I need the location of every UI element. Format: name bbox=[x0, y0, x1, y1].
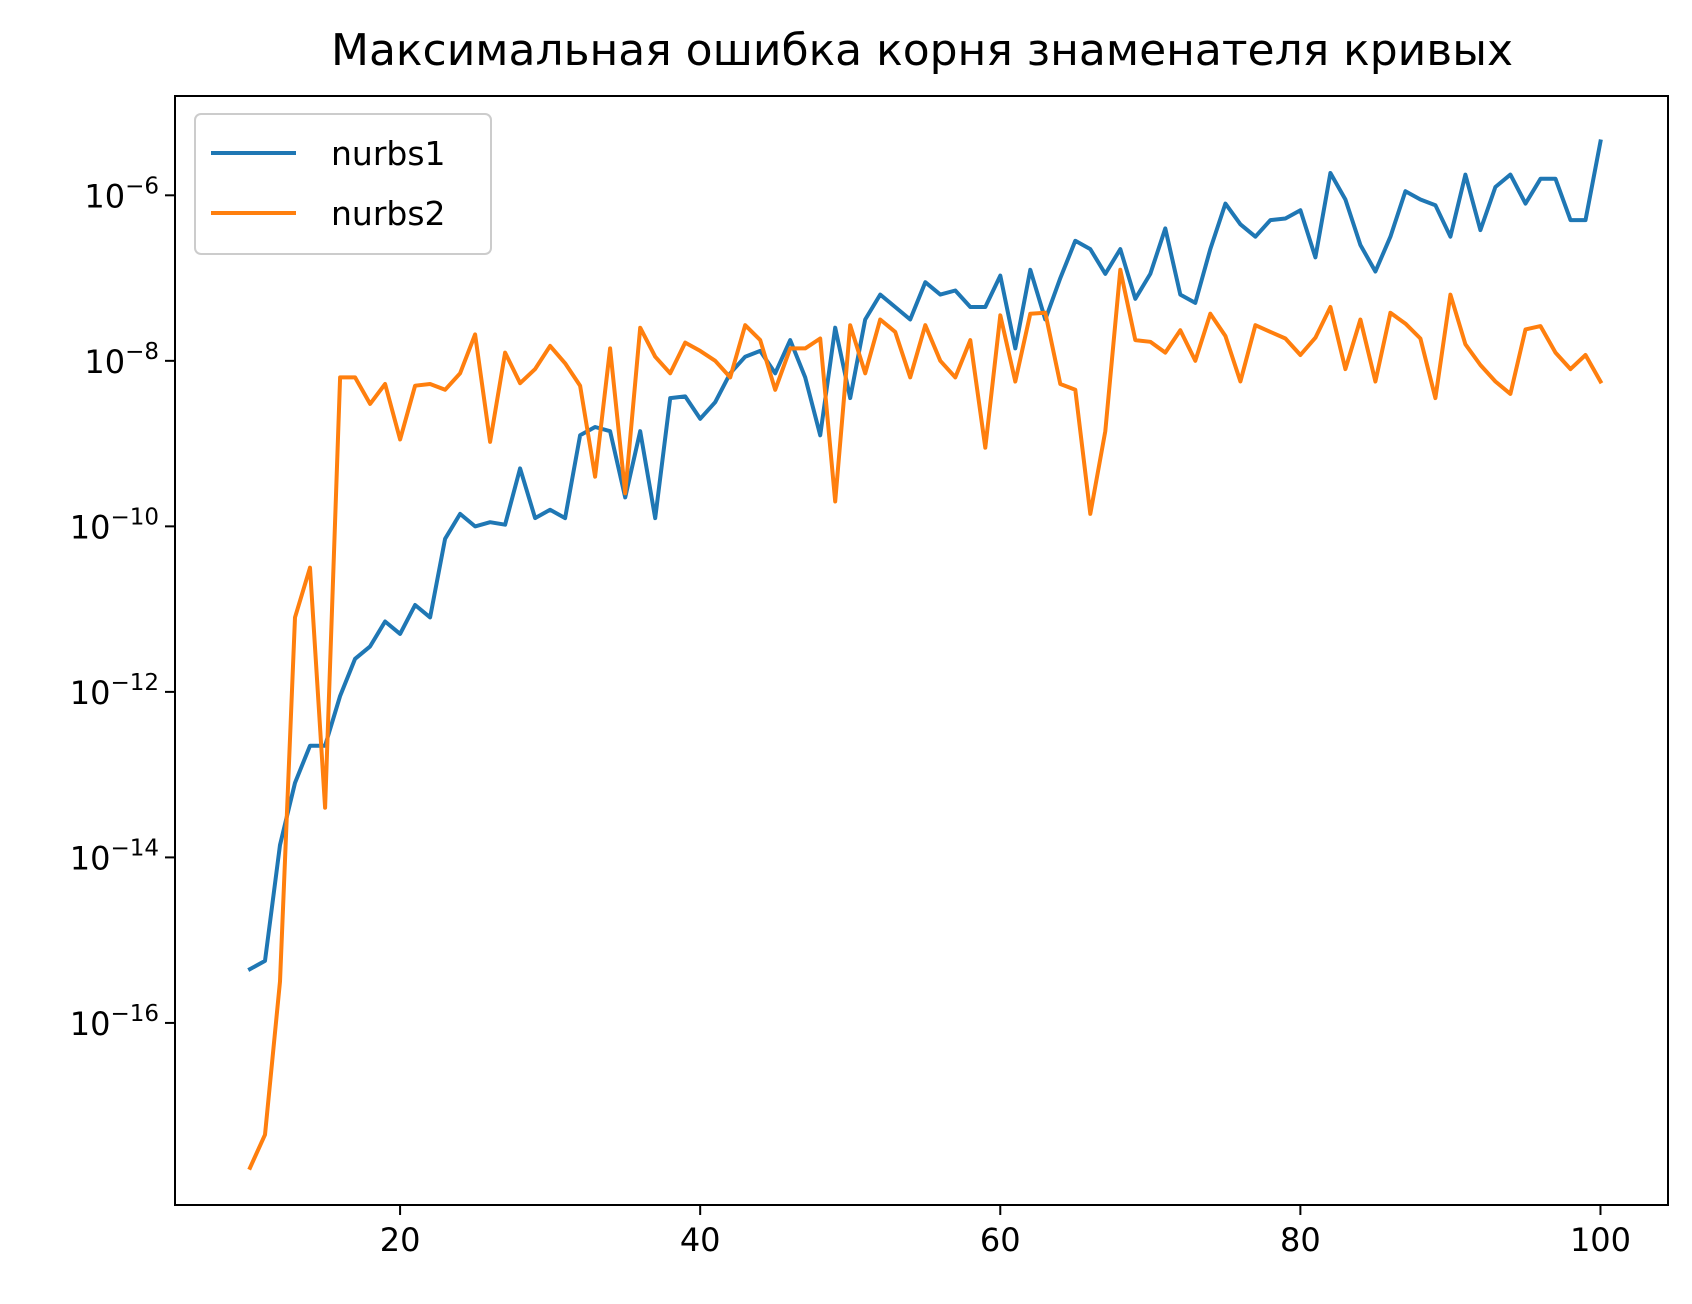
x-tick-label: 80 bbox=[1280, 1221, 1321, 1259]
x-tick-label: 20 bbox=[380, 1221, 421, 1259]
legend: nurbs1 nurbs2 bbox=[194, 113, 492, 255]
series-line-nurbs1 bbox=[247, 139, 1603, 972]
legend-box bbox=[194, 113, 492, 255]
x-tick-label: 40 bbox=[680, 1221, 721, 1259]
y-tick-label: 10−12 bbox=[70, 670, 159, 712]
y-tick-label: 10−16 bbox=[70, 1001, 159, 1043]
chart-title: Максимальная ошибка корня знаменателя кр… bbox=[331, 25, 1513, 76]
series-line-nurbs2 bbox=[247, 267, 1604, 1171]
x-axis: 20 40 60 80 100 bbox=[380, 1205, 1631, 1259]
legend-label-nurbs1: nurbs1 bbox=[331, 134, 446, 173]
y-tick-label: 10−6 bbox=[84, 173, 159, 215]
legend-label-nurbs2: nurbs2 bbox=[331, 194, 446, 233]
y-tick-label: 10−10 bbox=[70, 504, 159, 546]
plot-lines bbox=[247, 139, 1604, 1171]
y-tick-label: 10−14 bbox=[70, 835, 159, 877]
plot-area-frame bbox=[174, 95, 1669, 1206]
y-axis: 10−16 10−14 10−12 10−10 10−8 10−6 bbox=[70, 173, 175, 1043]
y-tick-label: 10−8 bbox=[84, 339, 159, 381]
x-tick-label: 60 bbox=[980, 1221, 1021, 1259]
x-tick-label: 100 bbox=[1570, 1221, 1631, 1259]
